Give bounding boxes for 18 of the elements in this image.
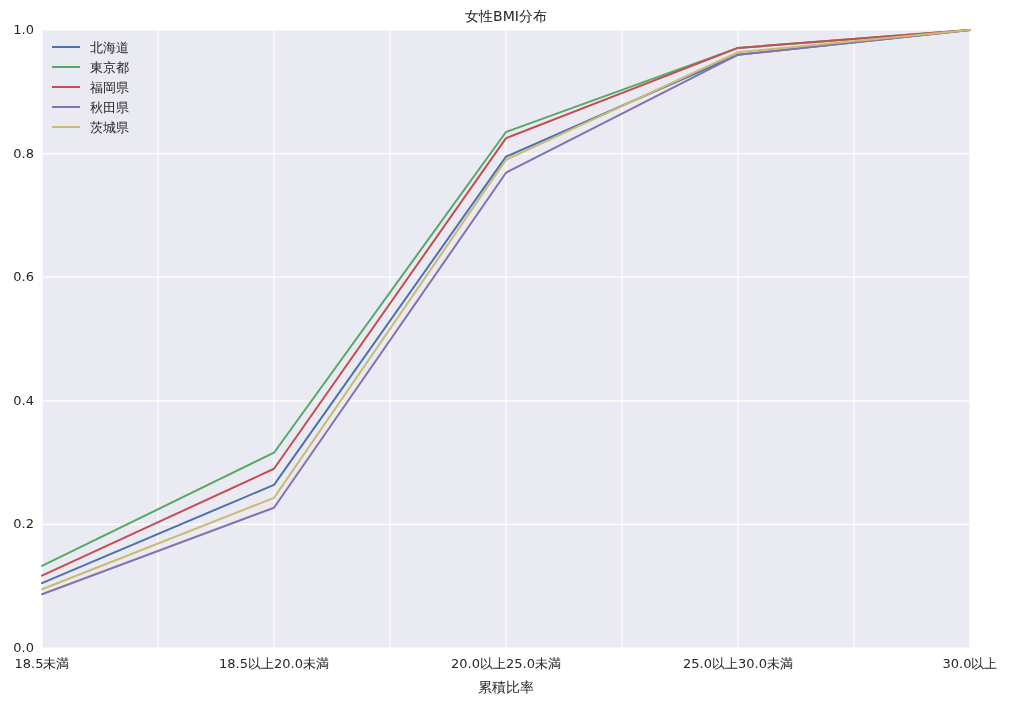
y-tick-label: 0.4 [13, 392, 34, 408]
x-tick-label: 25.0以上30.0未満 [683, 656, 793, 671]
y-tick-label: 0.6 [13, 269, 34, 285]
x-tick-label: 18.5以上20.0未満 [219, 656, 329, 671]
legend-label: 北海道 [90, 40, 129, 55]
x-tick-label: 30.0以上 [942, 656, 998, 671]
legend-label: 茨城県 [90, 120, 129, 135]
y-tick-label: 0.2 [13, 516, 34, 532]
y-tick-label: 0.0 [13, 640, 34, 655]
chart-title: 女性BMI分布 [465, 8, 547, 24]
x-tick-label: 18.5未満 [14, 656, 70, 671]
x-axis-title: 累積比率 [478, 679, 534, 695]
legend-label: 東京都 [90, 60, 129, 75]
x-tick-label: 20.0以上25.0未満 [451, 656, 561, 671]
legend-label: 秋田県 [90, 100, 129, 115]
y-tick-label: 1.0 [13, 22, 34, 37]
y-tick-label: 0.8 [13, 145, 34, 161]
legend-label: 福岡県 [90, 80, 129, 95]
